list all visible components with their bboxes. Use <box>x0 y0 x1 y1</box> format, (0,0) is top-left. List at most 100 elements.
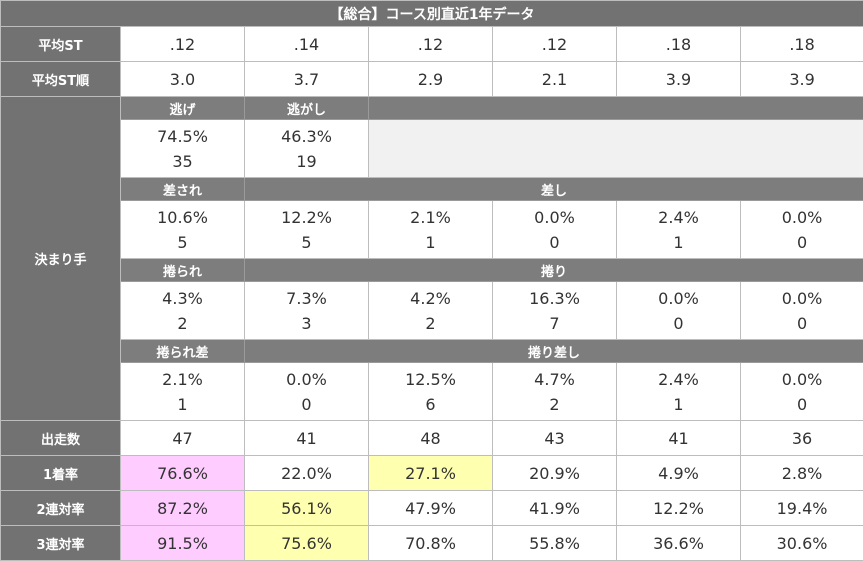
makuri-sashi-count: 0 <box>741 392 863 417</box>
avg-st-row: 平均ST .12 .14 .12 .12 .18 .18 <box>1 27 863 62</box>
sashi-rate: 0.0% <box>741 205 863 230</box>
empty-header <box>369 97 863 120</box>
nigashi-rate: 46.3% <box>245 124 368 149</box>
makuri-header: 捲り <box>245 259 863 282</box>
top2-rate-cell: 87.2% <box>121 491 245 526</box>
makuri-count: 7 <box>493 311 616 336</box>
makuri-sashi-count: 1 <box>617 392 740 417</box>
makuri-count: 2 <box>369 311 492 336</box>
avg-st-rank-cell: 3.7 <box>245 62 369 97</box>
makuri-rate: 4.3% <box>121 286 244 311</box>
table-title: 【総合】コース別直近1年データ <box>1 1 863 27</box>
avg-st-rank-cell: 3.9 <box>741 62 863 97</box>
makuri-sashi-rate: 2.4% <box>617 367 740 392</box>
top2-rate-cell: 12.2% <box>617 491 741 526</box>
nige-cell: 74.5% 35 <box>121 120 245 178</box>
makuri-rate: 16.3% <box>493 286 616 311</box>
kimarite-makuri-sashi-value-row: 2.1%1 0.0%0 12.5%6 4.7%2 2.4%1 0.0%0 <box>1 363 863 421</box>
top2-rate-label: 2連対率 <box>1 491 121 526</box>
makuri-count: 0 <box>617 311 740 336</box>
makuri-cell: 7.3%3 <box>245 282 369 340</box>
top3-rate-cell: 36.6% <box>617 526 741 561</box>
makuri-sashi-cell: 0.0%0 <box>245 363 369 421</box>
win-rate-cell: 27.1% <box>369 456 493 491</box>
avg-st-cell: .12 <box>369 27 493 62</box>
sashi-cell: 10.6%5 <box>121 201 245 259</box>
makuri-sashi-rate: 0.0% <box>245 367 368 392</box>
makuri-sashi-count: 2 <box>493 392 616 417</box>
avg-st-label: 平均ST <box>1 27 121 62</box>
top3-rate-cell: 30.6% <box>741 526 863 561</box>
makuri-sashi-cell: 2.1%1 <box>121 363 245 421</box>
kimarite-makuri-sashi-header-row: 捲られ差 捲り差し <box>1 340 863 363</box>
sashi-count: 1 <box>369 230 492 255</box>
makuri-sashi-cell: 0.0%0 <box>741 363 863 421</box>
avg-st-rank-row: 平均ST順 3.0 3.7 2.9 2.1 3.9 3.9 <box>1 62 863 97</box>
title-row: 【総合】コース別直近1年データ <box>1 1 863 27</box>
kimarite-nige-header-row: 決まり手 逃げ 逃がし <box>1 97 863 120</box>
makuri-sashi-header: 捲り差し <box>245 340 863 363</box>
sashi-count: 1 <box>617 230 740 255</box>
makuri-rate: 7.3% <box>245 286 368 311</box>
makuri-sashi-cell: 2.4%1 <box>617 363 741 421</box>
sashi-rate: 2.1% <box>369 205 492 230</box>
top2-rate-cell: 56.1% <box>245 491 369 526</box>
win-rate-cell: 20.9% <box>493 456 617 491</box>
makuri-sashi-rate: 0.0% <box>741 367 863 392</box>
makuri-rate: 4.2% <box>369 286 492 311</box>
avg-st-cell: .18 <box>741 27 863 62</box>
top3-rate-cell: 75.6% <box>245 526 369 561</box>
starts-cell: 36 <box>741 421 863 456</box>
kimarite-makuri-value-row: 4.3%2 7.3%3 4.2%2 16.3%7 0.0%0 0.0%0 <box>1 282 863 340</box>
starts-cell: 47 <box>121 421 245 456</box>
sashi-rate: 12.2% <box>245 205 368 230</box>
kimarite-makuri-header-row: 捲られ 捲り <box>1 259 863 282</box>
kimarite-sashi-header-row: 差され 差し <box>1 178 863 201</box>
win-rate-cell: 4.9% <box>617 456 741 491</box>
makuri-count: 2 <box>121 311 244 336</box>
avg-st-rank-cell: 2.1 <box>493 62 617 97</box>
top3-rate-cell: 70.8% <box>369 526 493 561</box>
kimarite-nige-value-row: 74.5% 35 46.3% 19 <box>1 120 863 178</box>
makuri-cell: 0.0%0 <box>741 282 863 340</box>
avg-st-cell: .18 <box>617 27 741 62</box>
sashi-rate: 10.6% <box>121 205 244 230</box>
makuri-cell: 16.3%7 <box>493 282 617 340</box>
makuri-cell: 0.0%0 <box>617 282 741 340</box>
makuri-sashi-cell: 12.5%6 <box>369 363 493 421</box>
sashi-count: 0 <box>741 230 863 255</box>
nigashi-cell: 46.3% 19 <box>245 120 369 178</box>
makuri-rate: 0.0% <box>741 286 863 311</box>
makurare-sashi-header: 捲られ差 <box>121 340 245 363</box>
nige-count: 35 <box>121 149 244 174</box>
win-rate-cell: 2.8% <box>741 456 863 491</box>
makuri-sashi-cell: 4.7%2 <box>493 363 617 421</box>
top3-rate-label: 3連対率 <box>1 526 121 561</box>
makuri-sashi-rate: 4.7% <box>493 367 616 392</box>
avg-st-rank-cell: 2.9 <box>369 62 493 97</box>
top2-rate-row: 2連対率 87.2% 56.1% 47.9% 41.9% 12.2% 19.4% <box>1 491 863 526</box>
starts-label: 出走数 <box>1 421 121 456</box>
avg-st-cell: .12 <box>121 27 245 62</box>
sashi-cell: 2.4%1 <box>617 201 741 259</box>
makuri-sashi-rate: 2.1% <box>121 367 244 392</box>
nigashi-header: 逃がし <box>245 97 369 120</box>
top2-rate-cell: 47.9% <box>369 491 493 526</box>
empty-cell <box>369 120 863 178</box>
top2-rate-cell: 19.4% <box>741 491 863 526</box>
sashi-count: 5 <box>121 230 244 255</box>
starts-row: 出走数 47 41 48 43 41 36 <box>1 421 863 456</box>
top2-rate-cell: 41.9% <box>493 491 617 526</box>
sashi-rate: 2.4% <box>617 205 740 230</box>
win-rate-cell: 76.6% <box>121 456 245 491</box>
starts-cell: 41 <box>617 421 741 456</box>
makuri-count: 0 <box>741 311 863 336</box>
makuri-rate: 0.0% <box>617 286 740 311</box>
makuri-sashi-count: 0 <box>245 392 368 417</box>
sasare-header: 差され <box>121 178 245 201</box>
sashi-rate: 0.0% <box>493 205 616 230</box>
sashi-count: 0 <box>493 230 616 255</box>
avg-st-rank-cell: 3.0 <box>121 62 245 97</box>
avg-st-rank-label: 平均ST順 <box>1 62 121 97</box>
makuri-cell: 4.2%2 <box>369 282 493 340</box>
